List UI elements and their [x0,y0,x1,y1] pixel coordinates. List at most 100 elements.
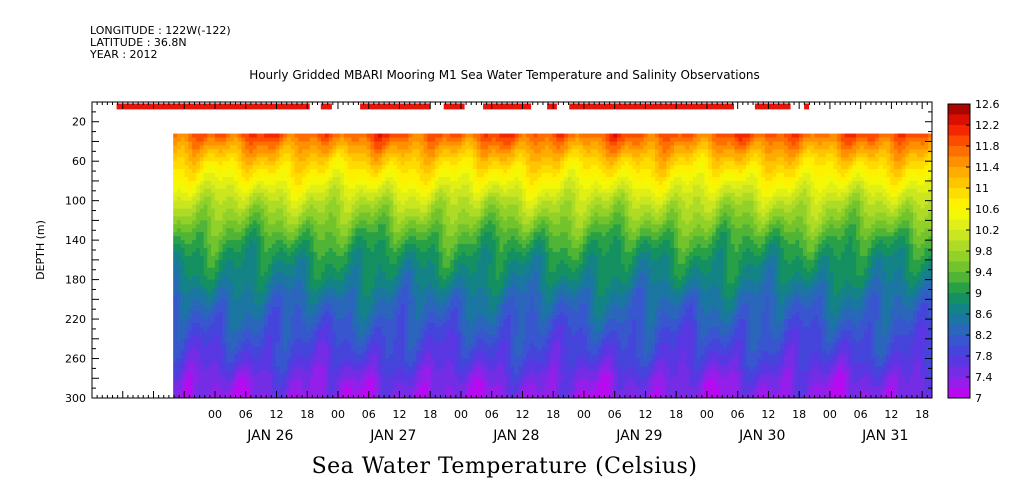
heatmap-cell [416,342,421,348]
heatmap-cell [180,323,186,328]
heatmap-cell [298,303,303,308]
heatmap-cell [385,287,391,293]
heatmap-cell [378,263,383,269]
heatmap-cell [427,200,432,206]
heatmap-cell [336,315,341,320]
heatmap-cell [427,255,432,261]
heatmap-cell [328,330,334,336]
heatmap-cell [211,354,216,360]
heatmap-cell [203,303,208,308]
heatmap-cell [343,271,349,277]
heatmap-cell [287,334,292,340]
heatmap-cell [355,311,360,316]
heatmap-cell [192,319,197,324]
heatmap-cell [268,244,273,249]
heatmap-cell [211,137,216,143]
heatmap-cell [230,319,235,324]
heatmap-cell [230,390,235,395]
heatmap-cell [336,319,341,324]
heatmap-cell [264,157,269,162]
heatmap-cell [412,145,417,150]
heatmap-cell [419,319,425,324]
heatmap-cell [313,173,318,178]
heatmap-cell [256,145,262,150]
heatmap-cell [252,334,258,340]
heatmap-cell [343,283,349,289]
heatmap-cell [317,259,322,265]
heatmap-cell [385,169,391,174]
heatmap-cell [446,232,451,237]
heatmap-cell [412,358,417,364]
heatmap-cell [226,271,231,277]
heatmap-cell [453,228,459,233]
heatmap-cell [336,255,341,261]
heatmap-cell [176,192,182,198]
heatmap-cell [290,192,296,198]
heatmap-cell [450,299,455,304]
heatmap-cell [321,200,326,206]
heatmap-cell [328,196,334,202]
heatmap-cell [351,180,356,186]
heatmap-cell [355,350,360,356]
heatmap-cell [233,307,239,312]
heatmap-cell [362,141,368,147]
heatmap-cell [294,208,299,214]
heatmap-cell [378,390,383,395]
heatmap-cell [340,354,345,360]
heatmap-cell [199,188,205,194]
heatmap-cell [283,224,288,229]
heatmap-cell [324,212,330,218]
heatmap-cell [279,299,284,304]
heatmap-cell [343,307,349,312]
heatmap-cell [271,386,277,391]
heatmap-cell [438,283,444,289]
heatmap-cell [328,204,334,210]
heatmap-cell [397,157,402,162]
heatmap-cell [264,370,269,375]
heatmap-cell [195,208,201,214]
heatmap-cell [268,303,273,308]
heatmap-cell [378,165,383,170]
heatmap-cell [275,311,280,316]
heatmap-cell [305,326,311,332]
heatmap-cell [218,295,224,300]
heatmap-cell [188,232,193,237]
heatmap-cell [446,169,451,174]
heatmap-cell [260,338,265,344]
heatmap-cell [313,255,318,261]
heatmap-cell [176,157,182,162]
heatmap-cell [359,149,364,154]
heatmap-cell [336,338,341,344]
heatmap-cell [431,161,436,166]
heatmap-cell [252,153,258,158]
heatmap-cell [332,271,337,277]
heatmap-cell [241,342,246,348]
heatmap-cell [400,216,406,221]
heatmap-cell [287,196,292,202]
heatmap-cell [290,137,296,143]
heatmap-cell [192,267,197,273]
heatmap-cell [340,240,345,245]
heatmap-cell [446,228,451,233]
heatmap-cell [245,267,250,273]
heatmap-cell [332,153,337,158]
heatmap-cell [446,303,451,308]
heatmap-cell [199,192,205,198]
heatmap-cell [313,283,318,289]
heatmap-cell [287,161,292,166]
heatmap-cell [434,271,440,277]
heatmap-cell [249,200,254,206]
heatmap-cell [230,342,235,348]
heatmap-cell [340,255,345,261]
heatmap-cell [188,141,193,147]
heatmap-cell [374,326,379,332]
heatmap-cell [298,248,303,253]
heatmap-cell [252,287,258,293]
heatmap-cell [237,236,243,241]
heatmap-cell [305,386,311,391]
heatmap-cell [264,208,269,214]
heatmap-cell [404,394,409,398]
heatmap-cell [290,378,296,383]
heatmap-cell [381,382,387,387]
heatmap-cell [324,370,330,375]
